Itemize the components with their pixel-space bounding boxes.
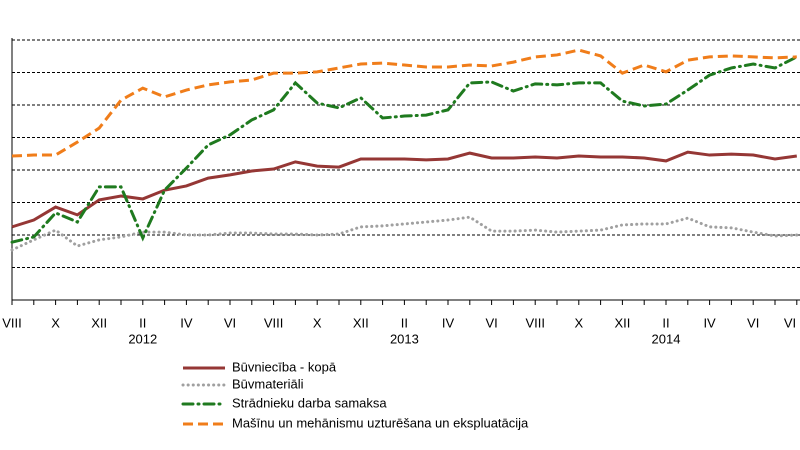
x-tick-label: VI [224, 315, 236, 330]
x-tick-label: X [574, 315, 583, 330]
x-tick-label: IV [703, 315, 716, 330]
x-tick-label: II [662, 315, 669, 330]
x-tick-label: VI [485, 315, 497, 330]
legend-label: Strādnieku darba samaksa [232, 395, 387, 410]
year-label: 2012 [128, 331, 157, 346]
x-tick-label: VI [784, 315, 796, 330]
x-tick-label: XII [614, 315, 630, 330]
x-tick-label: XII [353, 315, 369, 330]
x-tick-label: II [401, 315, 408, 330]
series-line [11, 150, 797, 229]
x-tick-label: VIII [525, 315, 545, 330]
x-tick-label: VI [747, 315, 759, 330]
year-label: 2013 [390, 331, 419, 346]
series-line [10, 215, 799, 252]
legend-label: Būvniecība - kopā [232, 359, 337, 374]
year-label: 2014 [652, 331, 681, 346]
x-tick-label: VIII [2, 315, 22, 330]
x-tick-label: VIII [264, 315, 284, 330]
x-tick-label: IV [442, 315, 455, 330]
x-tick-label: X [51, 315, 60, 330]
series-line [10, 55, 799, 244]
x-tick-label: IV [180, 315, 193, 330]
x-tick-label: X [313, 315, 322, 330]
series-line [11, 48, 797, 158]
x-tick-label: II [139, 315, 146, 330]
x-tick-label: XII [91, 315, 107, 330]
legend-label: Būvmateriāli [232, 376, 304, 391]
legend-label: Mašīnu un mehānismu uzturēšana un eksplu… [232, 415, 529, 430]
